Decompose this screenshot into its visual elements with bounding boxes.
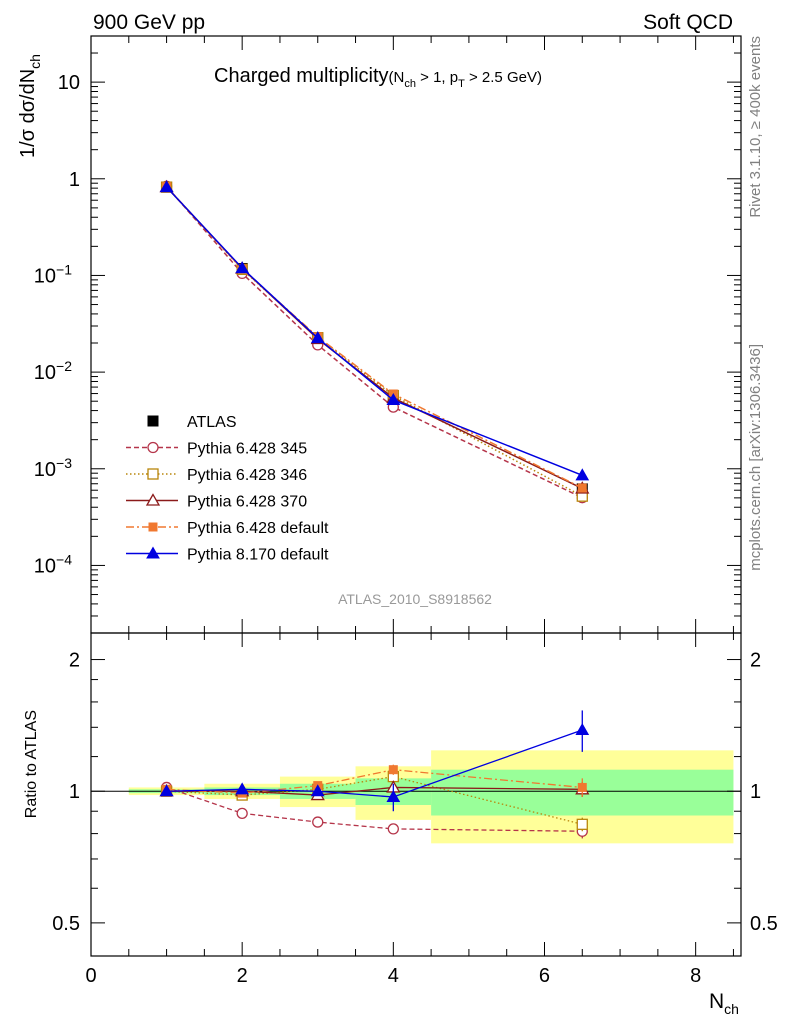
ratio-panel: 0 2 4 6 8 2 2 1 1 0.5 0.5	[52, 632, 778, 987]
main-panel: 10 1 10−1 10−2 10−3 10−4	[34, 35, 742, 647]
legend-marker	[147, 441, 159, 454]
legend: ATLAS Pythia 6.428 345 Pythia 6.428 346 Pyt…	[126, 414, 329, 564]
y-tick-label: 10−4	[34, 551, 72, 577]
series-point-ratio	[310, 784, 325, 797]
series-point-ratio	[575, 723, 590, 736]
series-point-main	[386, 393, 401, 406]
ratio-y-tick-label-right: 1	[750, 781, 761, 803]
legend-label: Pythia 6.428 default	[187, 520, 329, 537]
series-point-ratio	[576, 818, 588, 830]
x-tick-label: 0	[85, 965, 96, 987]
legend-marker	[147, 415, 159, 427]
header-right: Soft QCD	[643, 11, 733, 34]
series-point-ratio	[312, 816, 324, 828]
rivet-label: Rivet 3.1.10, ≥ 400k events	[747, 36, 764, 218]
y-axis-title: 1/σ dσ/dNch	[17, 54, 43, 158]
y-tick-label: 1	[69, 169, 80, 191]
ratio-y-tick-label-right: 0.5	[750, 913, 778, 935]
x-tick-label: 2	[237, 965, 248, 987]
legend-marker	[147, 468, 159, 480]
series-point-ratio	[159, 784, 174, 797]
series-line-ratio	[166, 775, 583, 825]
ratio-y-tick-label: 0.5	[52, 913, 80, 935]
legend-marker	[145, 493, 161, 506]
ratio-y-axis-title: Ratio to ATLAS	[23, 710, 40, 818]
x-axis-title: Nch	[709, 990, 739, 1017]
series-point-ratio	[388, 765, 398, 775]
legend-label: Pythia 6.428 346	[187, 467, 307, 484]
x-tick-label: 8	[690, 965, 701, 987]
series-point-ratio	[236, 807, 248, 820]
main-frame	[90, 35, 742, 634]
legend-label: ATLAS	[187, 414, 237, 431]
y-tick-label: 10−1	[34, 261, 72, 287]
header-left: 900 GeV pp	[93, 11, 205, 34]
legend-label: Pythia 6.428 370	[187, 494, 307, 511]
ratio-y-tick-label: 1	[69, 781, 80, 803]
legend-marker	[146, 546, 160, 559]
ratio-y-tick-label: 2	[69, 650, 80, 672]
y-tick-label: 10−3	[34, 455, 72, 481]
legend-label: Pythia 8.170 default	[187, 547, 329, 564]
x-tick-label: 6	[539, 965, 550, 987]
analysis-label: ATLAS_2010_S8918562	[338, 591, 492, 607]
x-tick-label: 4	[388, 965, 399, 987]
plot-title: Charged multiplicity(Nch > 1, pT > 2.5 G…	[214, 65, 542, 90]
legend-marker	[148, 522, 158, 532]
y-tick-label: 10−2	[34, 358, 72, 384]
series-point-ratio	[577, 782, 587, 792]
series-point-main	[159, 180, 174, 193]
series-point-ratio	[387, 823, 399, 835]
series-point-ratio	[386, 789, 401, 803]
y-tick-label: 10	[58, 72, 80, 94]
series-point-main	[235, 261, 250, 274]
ratio-frame	[90, 632, 742, 957]
series-point-main	[575, 468, 590, 481]
series-point-ratio	[235, 782, 250, 795]
mcplots-label: mcplots.cern.ch [arXiv:1306.3436]	[747, 344, 764, 571]
ratio-y-tick-label-right: 2	[750, 650, 761, 672]
series-line-main	[166, 186, 583, 477]
series-point-main	[577, 483, 587, 493]
legend-label: Pythia 6.428 345	[187, 441, 307, 458]
series-line-main	[166, 186, 583, 497]
series-point-main	[310, 331, 325, 344]
